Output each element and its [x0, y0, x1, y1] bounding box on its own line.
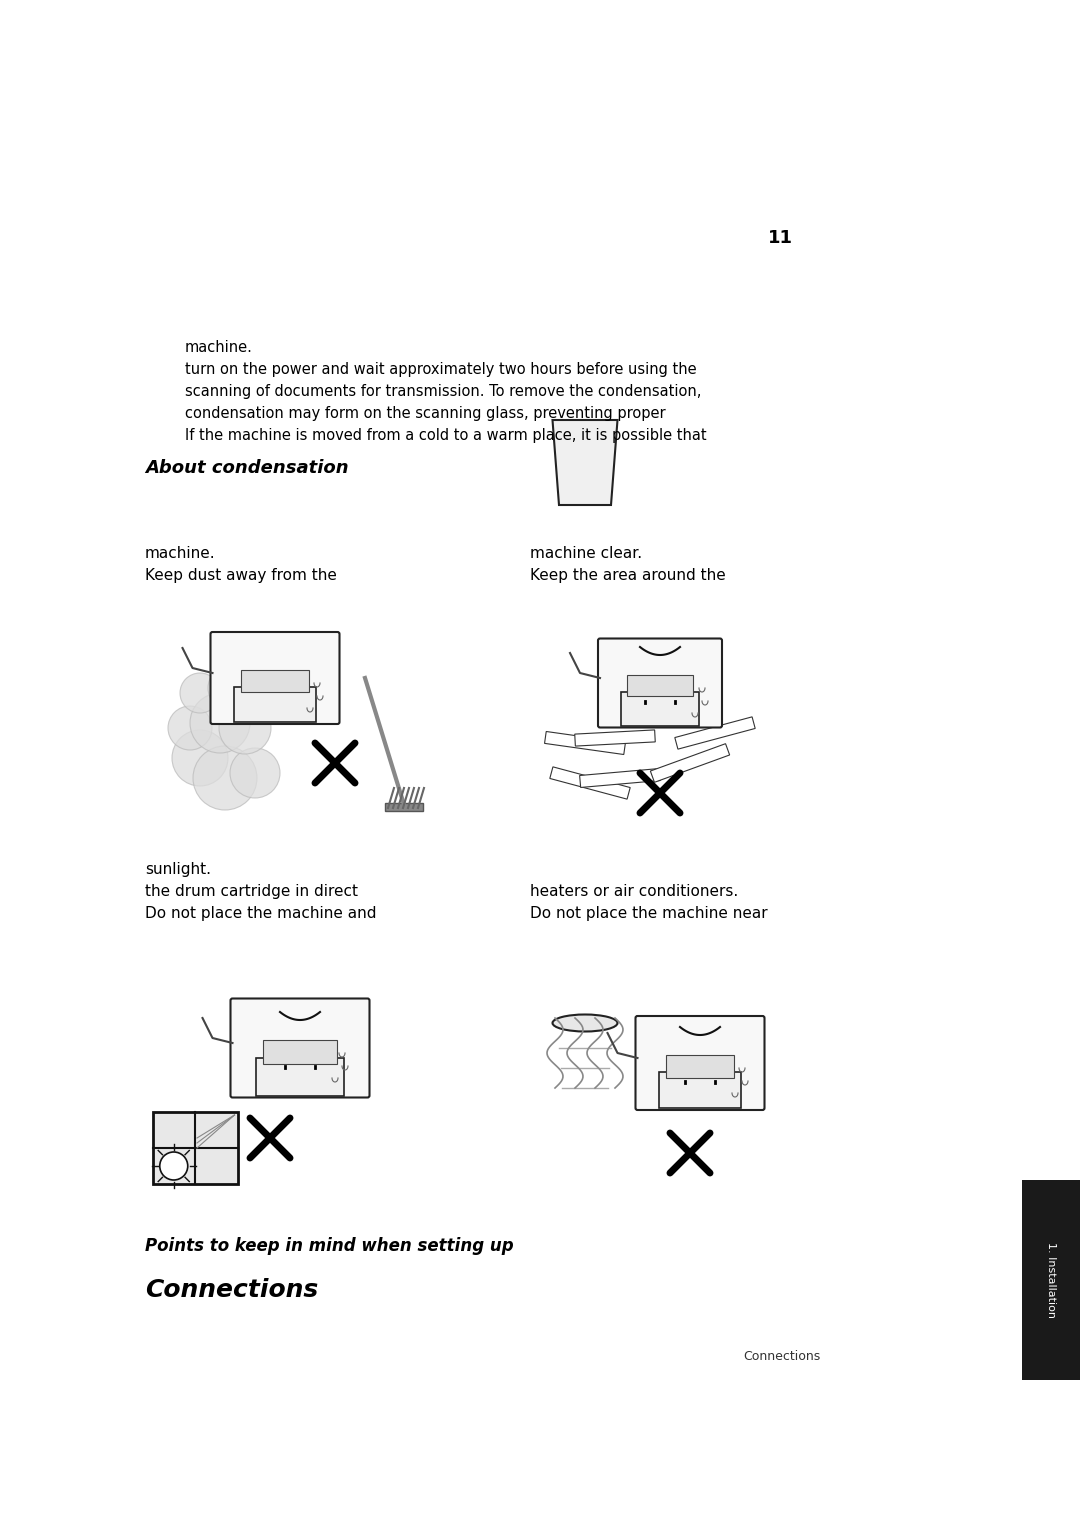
- Text: condensation may form on the scanning glass, preventing proper: condensation may form on the scanning gl…: [185, 406, 665, 422]
- FancyBboxPatch shape: [598, 639, 723, 727]
- Circle shape: [193, 746, 257, 810]
- Text: If the machine is moved from a cold to a warm place, it is possible that: If the machine is moved from a cold to a…: [185, 428, 706, 443]
- Text: scanning of documents for transmission. To remove the condensation,: scanning of documents for transmission. …: [185, 384, 701, 399]
- Bar: [241, 669, 309, 692]
- Text: machine.: machine.: [185, 341, 253, 354]
- FancyBboxPatch shape: [211, 633, 339, 724]
- Text: sunlight.: sunlight.: [145, 862, 211, 877]
- Bar: [234, 686, 315, 723]
- Bar: [621, 692, 699, 726]
- Polygon shape: [639, 666, 720, 689]
- FancyBboxPatch shape: [635, 1016, 765, 1109]
- Text: 1. Installation: 1. Installation: [1047, 1242, 1056, 1319]
- Text: Keep dust away from the: Keep dust away from the: [145, 568, 337, 584]
- Polygon shape: [675, 717, 755, 749]
- Polygon shape: [575, 730, 656, 746]
- Circle shape: [190, 694, 249, 753]
- Bar: [627, 675, 693, 697]
- Bar: [152, 1112, 238, 1184]
- FancyBboxPatch shape: [230, 998, 369, 1097]
- Text: machine.: machine.: [145, 545, 216, 561]
- Circle shape: [219, 701, 271, 753]
- Text: machine clear.: machine clear.: [530, 545, 643, 561]
- Circle shape: [168, 706, 212, 750]
- Text: Points to keep in mind when setting up: Points to keep in mind when setting up: [145, 1238, 514, 1254]
- Circle shape: [172, 730, 228, 785]
- Bar: [1022, 1180, 1080, 1380]
- Text: Do not place the machine and: Do not place the machine and: [145, 906, 377, 921]
- Bar: [262, 1041, 337, 1063]
- Text: the drum cartridge in direct: the drum cartridge in direct: [145, 885, 357, 898]
- Circle shape: [230, 749, 280, 798]
- Circle shape: [160, 1152, 188, 1180]
- Polygon shape: [650, 744, 730, 782]
- Circle shape: [208, 666, 252, 711]
- Bar: [256, 1057, 343, 1096]
- Text: Connections: Connections: [743, 1349, 820, 1363]
- Ellipse shape: [553, 1015, 618, 1031]
- Text: 11: 11: [768, 229, 793, 248]
- Bar: [384, 804, 423, 811]
- Circle shape: [180, 672, 220, 714]
- Polygon shape: [544, 732, 625, 755]
- Text: heaters or air conditioners.: heaters or air conditioners.: [530, 885, 739, 898]
- Polygon shape: [550, 767, 631, 799]
- Bar: [665, 1054, 734, 1077]
- Bar: [660, 1073, 741, 1108]
- Polygon shape: [609, 674, 690, 692]
- Polygon shape: [580, 769, 660, 787]
- Text: Keep the area around the: Keep the area around the: [530, 568, 726, 584]
- Polygon shape: [553, 420, 618, 504]
- Circle shape: [247, 680, 283, 717]
- Text: About condensation: About condensation: [145, 458, 349, 477]
- Text: turn on the power and wait approximately two hours before using the: turn on the power and wait approximately…: [185, 362, 697, 377]
- Text: Do not place the machine near: Do not place the machine near: [530, 906, 768, 921]
- Text: Connections: Connections: [145, 1277, 319, 1302]
